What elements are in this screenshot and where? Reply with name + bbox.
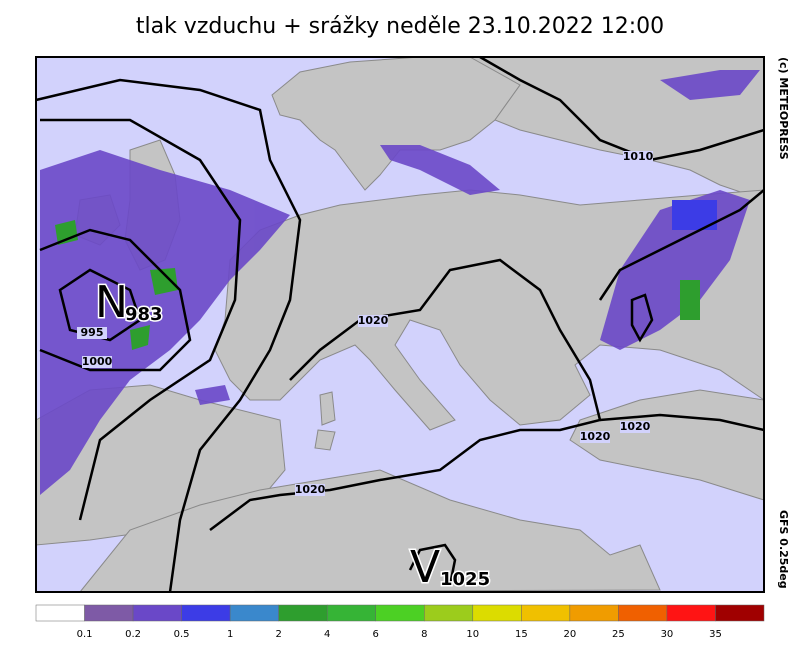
- map-title: tlak vzduchu + srážky neděle 23.10.2022 …: [136, 14, 664, 39]
- isobar-label: 1000: [82, 355, 113, 368]
- isobar-label-bg: [77, 327, 107, 339]
- isobar-label-bg: [623, 151, 653, 163]
- isobars: [35, 55, 765, 593]
- legend-swatch: [326, 604, 376, 622]
- legend-tick-label: 2: [275, 629, 281, 640]
- legend-tick-label: 20: [563, 629, 576, 640]
- isobar-label: 1020: [358, 314, 389, 327]
- legend-swatch: [181, 604, 231, 622]
- legend-tick-label: 0.2: [125, 629, 141, 640]
- isobar-label: 1020: [620, 420, 651, 433]
- map: [35, 55, 765, 593]
- pressure-center-value: 983: [125, 304, 163, 325]
- legend-tick-label: 1: [227, 629, 233, 640]
- legend-tick-label: 8: [421, 629, 427, 640]
- isobar-label: 1020: [295, 483, 326, 496]
- legend-tick-label: 6: [373, 629, 379, 640]
- isobar-label: 1010: [623, 150, 654, 163]
- legend-swatch: [35, 604, 85, 622]
- legend-swatch: [229, 604, 279, 622]
- isobar-label-bg: [580, 431, 610, 443]
- legend-swatch: [472, 604, 522, 622]
- legend-swatch: [132, 604, 182, 622]
- legend-swatch: [715, 604, 765, 622]
- legend-swatch: [84, 604, 134, 622]
- legend-swatch: [521, 604, 571, 622]
- isobar-label-bg: [620, 421, 650, 433]
- legend-tick-label: 30: [661, 629, 674, 640]
- legend-tick-label: 0.5: [174, 629, 190, 640]
- isobar-label: 995: [81, 326, 104, 339]
- copyright: (c) METEOPRESS: [777, 57, 790, 160]
- legend-swatch: [569, 604, 619, 622]
- pressure-center-value: 1025: [440, 569, 490, 590]
- legend-swatch: [618, 604, 668, 622]
- pressure-center-letter: N: [95, 277, 128, 328]
- legend-swatch: [424, 604, 474, 622]
- isobar-label-bg: [82, 356, 112, 368]
- legend-tick-label: 10: [466, 629, 479, 640]
- map-frame: [35, 56, 765, 593]
- isobar-label-bg: [295, 484, 325, 496]
- legend: 0.1 0.2 0.5 1 2 4 6 8 10 15 20 25 30 35: [35, 604, 765, 640]
- model-name: GFS 0.25deg: [777, 510, 790, 589]
- legend-swatch: [278, 604, 328, 622]
- isobar-label: 1020: [580, 430, 611, 443]
- legend-swatch: [375, 604, 425, 622]
- legend-swatch: [666, 604, 716, 622]
- heavy-precipitation: [55, 220, 700, 350]
- pressure-center-letter: V: [410, 542, 440, 593]
- legend-tick-label: 25: [612, 629, 625, 640]
- legend-tick-label: 15: [515, 629, 528, 640]
- isobar-label-bg: [358, 315, 388, 327]
- legend-tick-label: 0.1: [77, 629, 93, 640]
- legend-tick-label: 4: [324, 629, 330, 640]
- legend-tick-label: 35: [709, 629, 722, 640]
